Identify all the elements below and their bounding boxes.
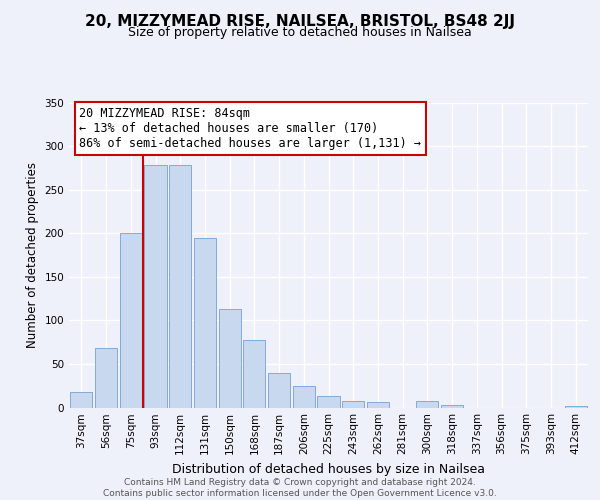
Bar xyxy=(243,340,265,407)
Bar xyxy=(70,392,92,407)
Bar xyxy=(95,348,117,408)
Text: 20 MIZZYMEAD RISE: 84sqm
← 13% of detached houses are smaller (170)
86% of semi-: 20 MIZZYMEAD RISE: 84sqm ← 13% of detach… xyxy=(79,107,421,150)
Bar xyxy=(441,405,463,407)
Bar xyxy=(169,165,191,408)
Bar xyxy=(293,386,315,407)
Bar xyxy=(367,402,389,407)
Text: 20, MIZZYMEAD RISE, NAILSEA, BRISTOL, BS48 2JJ: 20, MIZZYMEAD RISE, NAILSEA, BRISTOL, BS… xyxy=(85,14,515,29)
Bar xyxy=(416,402,439,407)
Text: Contains HM Land Registry data © Crown copyright and database right 2024.
Contai: Contains HM Land Registry data © Crown c… xyxy=(103,478,497,498)
Bar xyxy=(194,238,216,408)
Bar xyxy=(145,165,167,408)
Bar xyxy=(268,372,290,408)
Bar xyxy=(119,233,142,408)
X-axis label: Distribution of detached houses by size in Nailsea: Distribution of detached houses by size … xyxy=(172,463,485,476)
Bar xyxy=(317,396,340,407)
Bar xyxy=(218,309,241,408)
Y-axis label: Number of detached properties: Number of detached properties xyxy=(26,162,39,348)
Bar xyxy=(342,400,364,407)
Text: Size of property relative to detached houses in Nailsea: Size of property relative to detached ho… xyxy=(128,26,472,39)
Bar xyxy=(565,406,587,407)
